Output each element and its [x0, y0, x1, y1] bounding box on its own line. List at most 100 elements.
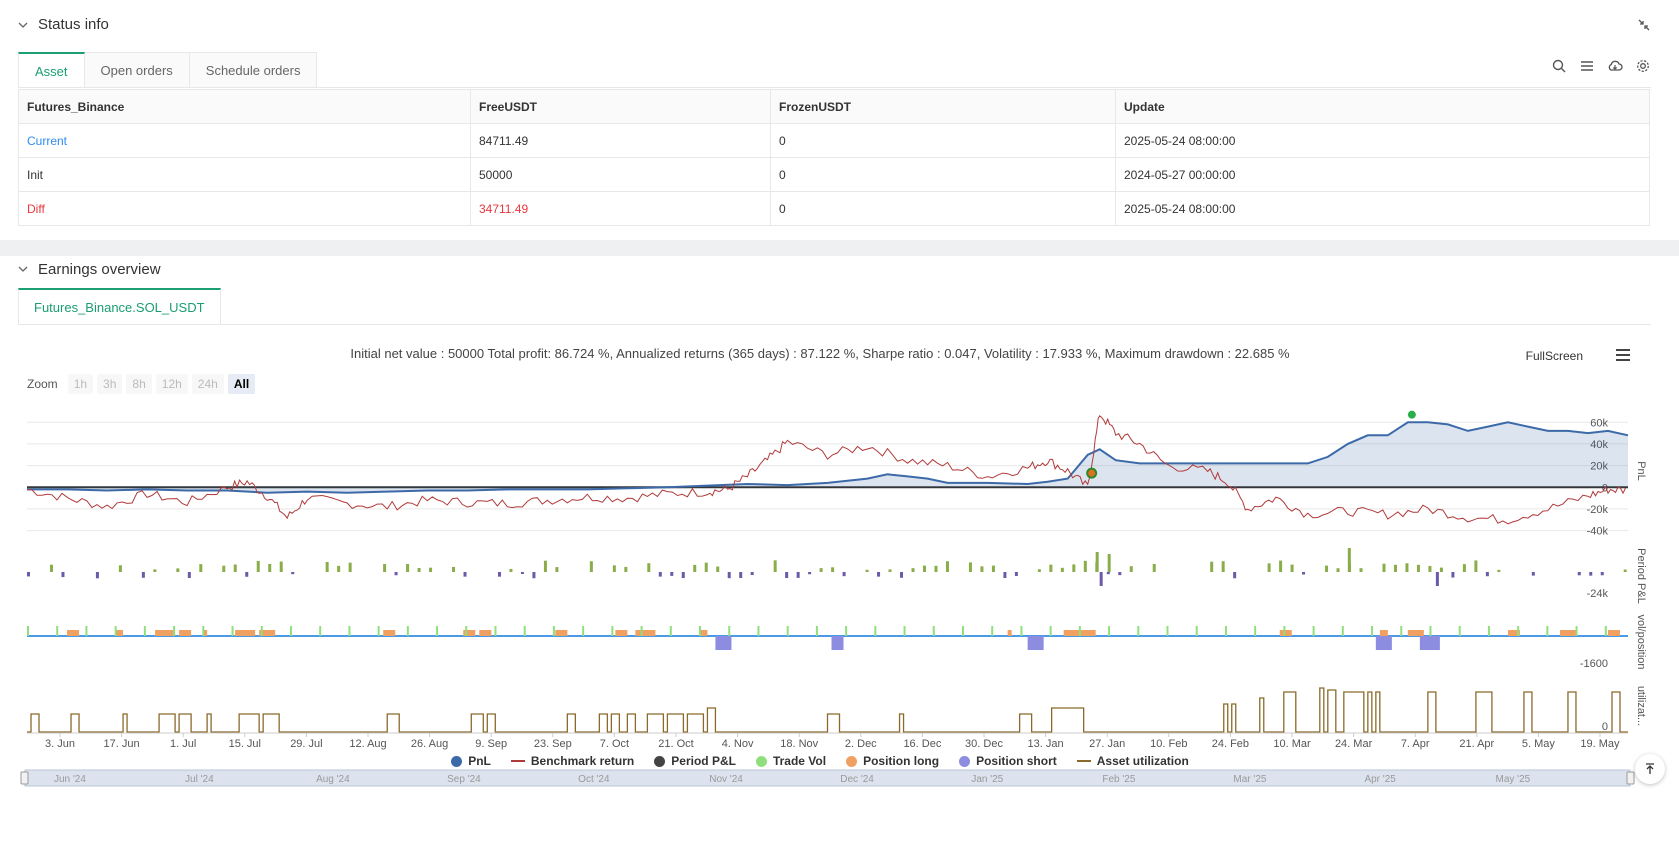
- navigator-tick-label: Sep '24: [447, 774, 481, 785]
- period-pnl-bar: [1060, 567, 1064, 572]
- list-icon[interactable]: [1579, 58, 1595, 74]
- trade-vol-bar: [1254, 626, 1257, 636]
- zoom-12h-button[interactable]: 12h: [155, 374, 188, 394]
- legend-trade-vol[interactable]: Trade Vol: [755, 754, 826, 768]
- earnings-header[interactable]: Earnings overview: [18, 256, 161, 282]
- period-pnl-bar: [1049, 564, 1053, 572]
- period-pnl-bar: [1451, 572, 1455, 578]
- period-pnl-bar: [1577, 572, 1581, 576]
- earnings-title: Earnings overview: [38, 260, 161, 278]
- navigator-tick-label: Oct '24: [578, 774, 610, 785]
- trade-vol-bar: [903, 626, 906, 636]
- period-pnl-bar: [1003, 572, 1007, 579]
- trade-vol-bar: [56, 626, 59, 636]
- tab-futures-binance-sol-usdt[interactable]: Futures_Binance.SOL_USDT: [18, 288, 221, 324]
- trade-vol-bar: [582, 626, 585, 636]
- position-short-bar: [831, 636, 844, 650]
- legend-position-short[interactable]: Position short: [959, 754, 1057, 768]
- period-pnl-bar: [1014, 572, 1018, 576]
- period-pnl-bar: [1072, 564, 1076, 572]
- cell-frozen: 0: [770, 123, 1116, 158]
- tab-open-orders[interactable]: Open orders: [84, 52, 190, 88]
- legend-asset-utilization[interactable]: Asset utilization: [1076, 754, 1189, 768]
- period-axis-tick-label: -24k: [1587, 588, 1609, 600]
- legend-benchmark-return[interactable]: Benchmark return: [510, 754, 634, 768]
- period-pnl-bar: [658, 572, 662, 577]
- legend-period-pnl[interactable]: Period P&L: [654, 754, 736, 768]
- period-pnl-bar: [61, 572, 65, 578]
- period-pnl-bar: [1405, 563, 1409, 572]
- navigator-handle-right: [1626, 771, 1635, 785]
- period-pnl-bar: [337, 565, 341, 572]
- vol-axis-label: vol/position: [1635, 614, 1647, 669]
- row-label-current[interactable]: Current: [18, 123, 471, 158]
- legend-label: Asset utilization: [1096, 754, 1189, 768]
- period-pnl-bar: [1497, 569, 1501, 572]
- position-long-bar: [1379, 630, 1388, 636]
- search-icon[interactable]: [1551, 58, 1567, 74]
- period-pnl-bar: [1347, 548, 1351, 572]
- period-pnl-bar: [27, 572, 30, 577]
- position-long-bar: [1407, 630, 1424, 636]
- period-pnl-bar: [831, 567, 835, 572]
- benchmark-line: [26, 415, 1626, 525]
- trade-vol-bar: [757, 626, 760, 636]
- legend-position-long[interactable]: Position long: [846, 754, 939, 768]
- period-pnl-bar: [1210, 561, 1214, 572]
- tab-asset[interactable]: Asset: [18, 52, 85, 88]
- trade-vol-bar: [874, 626, 877, 636]
- pnl-axis-tick-label: -20k: [1587, 504, 1609, 516]
- zoom-24h-button[interactable]: 24h: [191, 374, 224, 394]
- period-pnl-bar: [1290, 564, 1294, 572]
- navigator-tick-label: Mar '25: [1233, 774, 1266, 785]
- x-axis-tick-label: 5. May: [1522, 738, 1556, 750]
- period-pnl-bar: [693, 564, 697, 572]
- navigator-tick-label: Dec '24: [840, 774, 874, 785]
- period-pnl-bar: [681, 572, 685, 579]
- x-axis-tick-label: 7. Apr: [1401, 738, 1430, 750]
- position-long-bar: [1559, 630, 1576, 636]
- collapse-icon[interactable]: [1637, 18, 1651, 32]
- period-pnl-bar: [394, 572, 398, 576]
- trade-vol-bar: [669, 626, 672, 636]
- period-pnl-bar: [429, 567, 433, 572]
- legend-marker: [755, 755, 767, 767]
- position-long-bar: [1007, 630, 1012, 636]
- gear-icon[interactable]: [1635, 58, 1651, 74]
- trade-vol-bar: [173, 626, 176, 636]
- period-pnl-bar: [704, 562, 708, 572]
- tab-schedule-orders[interactable]: Schedule orders: [189, 52, 318, 88]
- x-axis-tick-label: 9. Sep: [475, 738, 507, 750]
- sub-tab-divider: [18, 324, 1651, 325]
- trade-vol-bar: [27, 626, 29, 636]
- fullscreen-button[interactable]: FullScreen: [1525, 349, 1583, 363]
- zoom-3h-button[interactable]: 3h: [97, 374, 123, 394]
- trade-vol-bar: [85, 626, 88, 636]
- status-info-header[interactable]: Status info: [18, 16, 109, 33]
- period-pnl-bar: [543, 560, 547, 572]
- hamburger-menu-icon[interactable]: [1615, 348, 1631, 362]
- trade-vol-bar: [436, 626, 439, 636]
- zoom-all-button[interactable]: All: [227, 374, 256, 394]
- period-pnl-bar: [325, 561, 329, 572]
- period-pnl-bar: [555, 567, 559, 572]
- position-long-bar: [115, 630, 124, 636]
- period-pnl-bar: [187, 572, 191, 578]
- period-pnl-bar: [118, 565, 122, 572]
- trade-vol-bar: [1283, 626, 1286, 636]
- trade-vol-bar: [1429, 626, 1432, 636]
- trade-vol-bar: [1604, 626, 1607, 636]
- legend-pnl[interactable]: PnL: [451, 754, 491, 768]
- x-axis-tick-label: 16. Dec: [903, 738, 941, 750]
- period-pnl-bar: [176, 568, 180, 572]
- position-long-bar: [155, 630, 176, 636]
- period-pnl-bar: [417, 567, 421, 572]
- period-pnl-bar: [256, 560, 260, 572]
- trade-marker: [1086, 467, 1098, 479]
- zoom-1h-button[interactable]: 1h: [67, 374, 94, 394]
- period-pnl-bar: [934, 565, 938, 572]
- back-to-top-button[interactable]: [1635, 754, 1665, 784]
- zoom-8h-button[interactable]: 8h: [126, 374, 152, 394]
- cloud-download-icon[interactable]: [1607, 58, 1623, 74]
- period-pnl-bar: [1359, 568, 1363, 572]
